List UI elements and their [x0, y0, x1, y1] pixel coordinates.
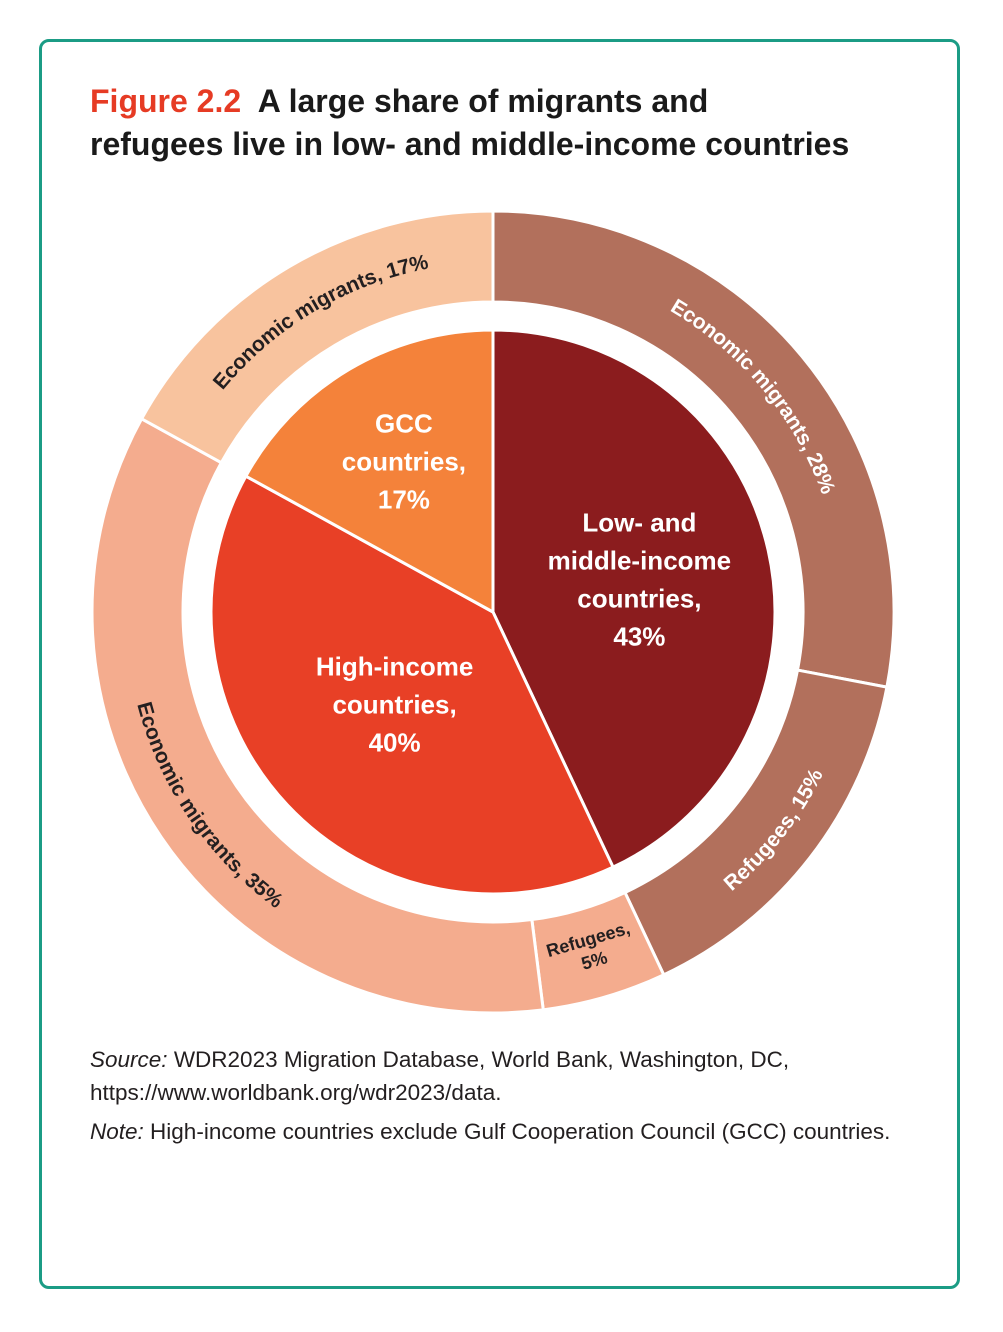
note-label: Note:: [90, 1119, 144, 1144]
source-text: WDR2023 Migration Database, World Bank, …: [90, 1047, 789, 1105]
note-line: Note: High-income countries exclude Gulf…: [90, 1115, 905, 1148]
source-label: Source:: [90, 1047, 168, 1072]
source-line: Source: WDR2023 Migration Database, Worl…: [90, 1043, 905, 1109]
note-text: High-income countries exclude Gulf Coope…: [150, 1119, 890, 1144]
figure-notes: Source: WDR2023 Migration Database, Worl…: [90, 1043, 905, 1154]
